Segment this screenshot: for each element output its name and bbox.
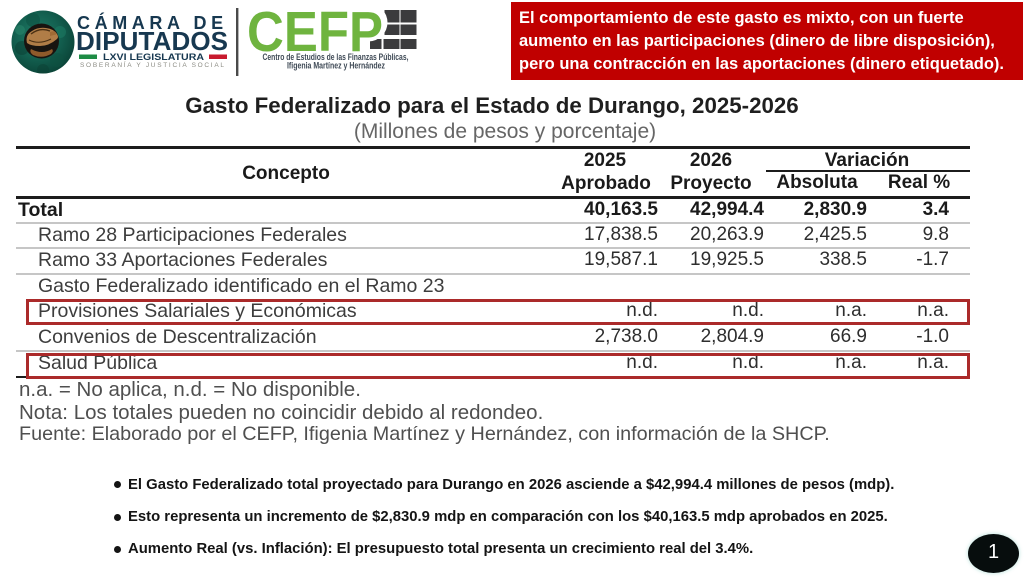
svg-text:LXVI LEGISLATURA: LXVI LEGISLATURA (103, 52, 204, 63)
svg-text:CEFP: CEFP (247, 0, 383, 64)
svg-text:CÁMARA DE: CÁMARA DE (77, 12, 228, 33)
svg-text:DIPUTADOS: DIPUTADOS (76, 26, 228, 56)
svg-text:Centro de Estudios de las Fina: Centro de Estudios de las Finanzas Públi… (263, 52, 409, 62)
svg-text:SOBERANÍA Y JUSTICIA SOCIAL: SOBERANÍA Y JUSTICIA SOCIAL (80, 60, 224, 69)
svg-text:Ifigenia Martínez y Hernández: Ifigenia Martínez y Hernández (287, 61, 385, 71)
